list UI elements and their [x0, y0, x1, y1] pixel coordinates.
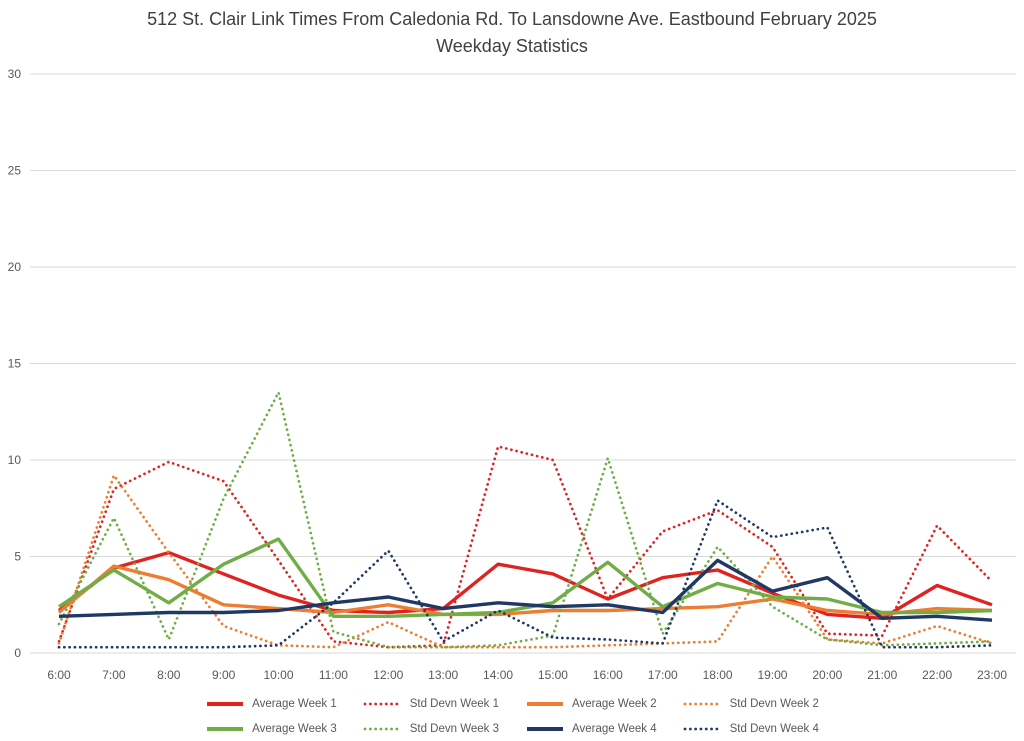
- legend-label: Average Week 2: [572, 697, 657, 710]
- y-axis-tick-label: 0: [14, 646, 21, 660]
- legend-label: Std Devn Week 4: [729, 722, 819, 735]
- legend-label: Average Week 4: [572, 722, 657, 735]
- x-axis-tick-label: 19:00: [757, 668, 787, 682]
- legend-solid-line-swatch: [527, 701, 563, 706]
- legend-dotted-line-swatch: [683, 702, 722, 705]
- legend-dotted-line-swatch: [363, 702, 403, 705]
- legend-item-average-week-3: Average Week 3: [205, 723, 337, 735]
- legend-label: Average Week 1: [252, 697, 337, 710]
- y-axis-tick-label: 15: [8, 357, 22, 371]
- legend-dotted-line-swatch: [683, 727, 722, 730]
- series-line-std-devn-week-3: [57, 391, 994, 649]
- series-line-std-devn-week-1: [57, 445, 994, 649]
- x-axis-tick-label: 6:00: [47, 668, 71, 682]
- legend-label: Std Devn Week 2: [729, 697, 819, 710]
- legend-item-average-week-1: Average Week 1: [205, 698, 337, 710]
- legend-solid-line-swatch: [207, 726, 244, 731]
- x-axis-tick-label: 20:00: [812, 668, 842, 682]
- legend-item-std-devn-week-4: Std Devn Week 4: [683, 723, 819, 735]
- x-axis-tick-label: 13:00: [428, 668, 458, 682]
- chart-title-line1: 512 St. Clair Link Times From Caledonia …: [147, 9, 877, 29]
- x-axis-tick-label: 21:00: [867, 668, 897, 682]
- legend-item-std-devn-week-3: Std Devn Week 3: [363, 723, 499, 735]
- legend-item-average-week-2: Average Week 2: [525, 698, 657, 710]
- chart-legend: Average Week 1 Std Devn Week 1 Average Wee…: [0, 691, 1024, 741]
- y-axis-tick-label: 30: [8, 67, 22, 81]
- x-axis-tick-label: 7:00: [102, 668, 126, 682]
- series-line-average-week-4: [58, 558, 993, 622]
- legend-item-std-devn-week-2: Std Devn Week 2: [683, 698, 819, 710]
- series-line-std-devn-week-4: [57, 499, 994, 649]
- chart-title: 512 St. Clair Link Times From Caledonia …: [0, 6, 1024, 60]
- series-line-average-week-2: [57, 564, 993, 617]
- x-axis-tick-label: 10:00: [264, 668, 294, 682]
- x-axis-tick-label: 9:00: [212, 668, 236, 682]
- x-axis-tick-label: 16:00: [593, 668, 623, 682]
- y-axis-tick-label: 5: [14, 550, 21, 564]
- series-line-average-week-3: [58, 537, 993, 618]
- x-axis-tick-label: 8:00: [157, 668, 181, 682]
- legend-item-average-week-4: Average Week 4: [525, 723, 657, 735]
- legend-label: Std Devn Week 1: [409, 697, 499, 710]
- x-axis-tick-label: 14:00: [483, 668, 513, 682]
- x-axis-tick-label: 22:00: [922, 668, 952, 682]
- legend-label: Std Devn Week 3: [409, 722, 499, 735]
- x-axis-tick-label: 11:00: [319, 668, 348, 682]
- x-axis-tick-label: 17:00: [648, 668, 678, 682]
- legend-row-1: Average Week 1 Std Devn Week 1 Average Wee…: [0, 691, 1024, 716]
- legend-item-std-devn-week-1: Std Devn Week 1: [363, 698, 499, 710]
- x-axis-tick-label: 23:00: [977, 668, 1007, 682]
- x-axis-tick-label: 15:00: [538, 668, 568, 682]
- legend-solid-line-swatch: [527, 726, 563, 731]
- y-axis-tick-label: 20: [8, 260, 22, 274]
- series-line-std-devn-week-2: [57, 474, 994, 649]
- legend-row-2: Average Week 3 Std Devn Week 3 Average Wee…: [0, 716, 1024, 741]
- legend-solid-line-swatch: [207, 701, 244, 706]
- x-axis-tick-label: 18:00: [703, 668, 733, 682]
- chart-title-line2: Weekday Statistics: [436, 36, 588, 56]
- legend-label: Average Week 3: [252, 722, 337, 735]
- x-axis-tick-label: 12:00: [373, 668, 403, 682]
- y-axis-tick-label: 25: [8, 164, 22, 178]
- legend-dotted-line-swatch: [363, 727, 403, 730]
- y-axis-tick-label: 10: [8, 453, 22, 467]
